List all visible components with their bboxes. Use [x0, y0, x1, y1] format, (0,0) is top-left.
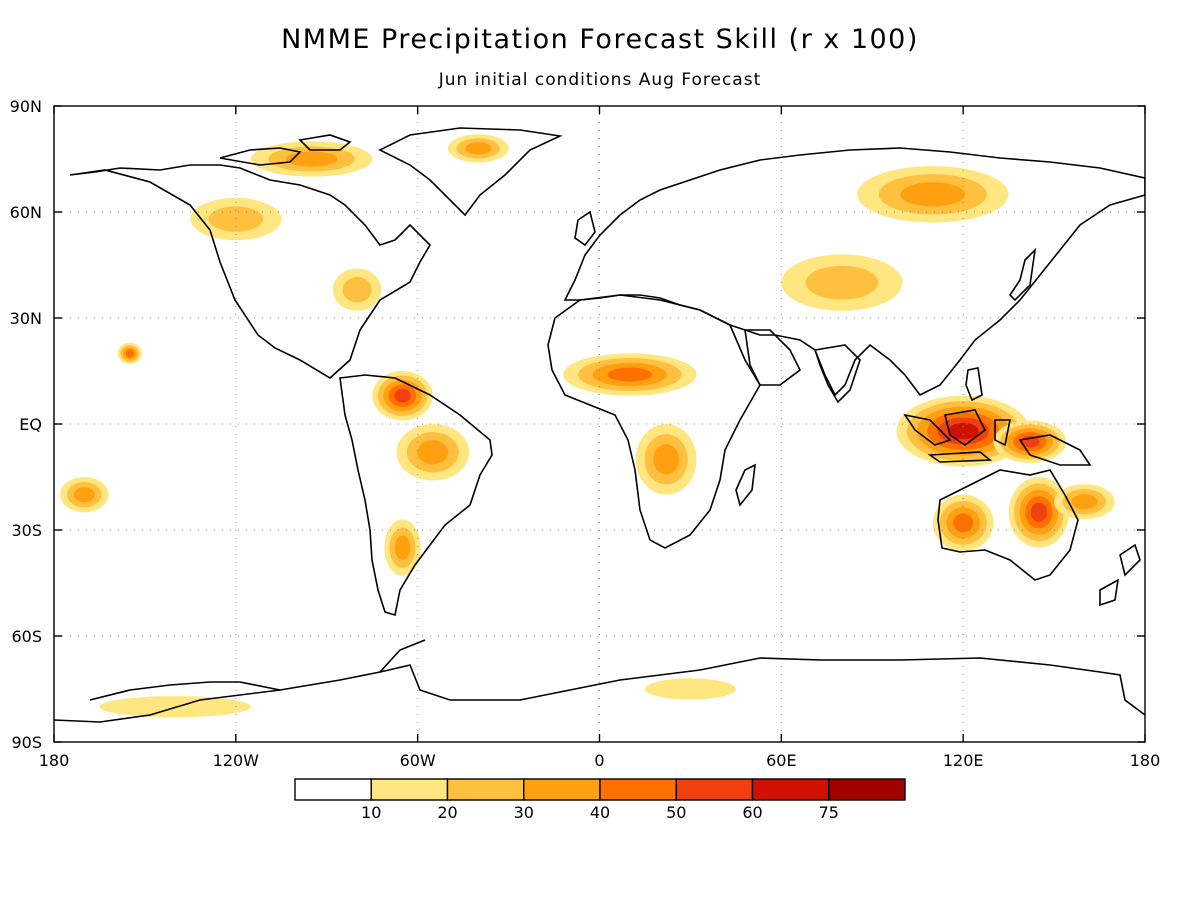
- skill-region-contour: [394, 388, 411, 403]
- skill-region: [781, 254, 903, 311]
- colorbar-label: 75: [819, 803, 839, 822]
- colorbar-swatch: [294, 778, 372, 801]
- colorbar-label: 40: [590, 803, 610, 822]
- latitude-tick-label: 30N: [10, 309, 42, 328]
- skill-region: [993, 420, 1067, 463]
- longitude-axis: 180 120W 60W 0 60E 120E 180: [39, 106, 1161, 770]
- longitude-tick-label: 0: [594, 751, 604, 770]
- skill-region: [857, 166, 1009, 223]
- skill-region-contour: [73, 487, 95, 503]
- latitude-axis: 90N 60N 30N EQ 30S 60S 90S: [10, 97, 1145, 752]
- skill-region: [332, 268, 382, 311]
- skill-region: [644, 678, 736, 700]
- latitude-tick-label: 90N: [10, 97, 42, 116]
- colorbar-swatch: [523, 778, 601, 801]
- skill-region-contour: [947, 422, 979, 440]
- skill-region: [635, 424, 697, 495]
- skill-region-contour: [285, 151, 338, 167]
- colorbar-label: 50: [666, 803, 686, 822]
- skill-region-contour: [900, 182, 966, 207]
- latitude-tick-label: 30S: [11, 521, 42, 540]
- latitude-tick-label: 60S: [11, 627, 42, 646]
- colorbar-swatch: [446, 778, 525, 801]
- colorbar-label: 60: [742, 803, 762, 822]
- skill-region: [372, 371, 433, 421]
- longitude-tick-label: 60W: [400, 751, 436, 770]
- skill-region-contour: [1071, 494, 1098, 510]
- colorbar-swatch: [370, 778, 449, 801]
- skill-region-contour: [644, 678, 736, 700]
- skill-region: [447, 134, 509, 163]
- colorbar-swatch: [751, 778, 830, 801]
- longitude-tick-label: 120W: [213, 751, 260, 770]
- skill-region-contour: [607, 367, 653, 382]
- colorbar-legend: 10 20 30 40 50 60 75: [294, 778, 906, 822]
- longitude-tick-label: 180: [39, 751, 70, 770]
- colorbar-label: 20: [437, 803, 457, 822]
- longitude-tick-label: 120E: [943, 751, 984, 770]
- skill-region: [190, 197, 282, 241]
- skill-region-contour: [417, 440, 449, 465]
- skill-region-contour: [394, 535, 411, 560]
- colorbar-swatch: [599, 778, 677, 801]
- longitude-tick-label: 180: [1130, 751, 1161, 770]
- longitude-tick-label: 60E: [766, 751, 796, 770]
- colorbar-swatch: [828, 778, 906, 801]
- skill-region-contour: [465, 142, 492, 155]
- skill-region-contour: [805, 265, 879, 300]
- skill-region: [117, 342, 142, 364]
- map-subtitle: Jun initial conditions Aug Forecast: [438, 70, 762, 90]
- skill-region-contour: [125, 349, 134, 358]
- latitude-tick-label: 90S: [11, 733, 42, 752]
- skill-region: [563, 353, 697, 396]
- skill-region: [396, 424, 470, 481]
- skill-region-contour: [208, 206, 264, 232]
- colorbar-label: 30: [514, 803, 534, 822]
- skill-region: [250, 141, 373, 177]
- colorbar-swatch: [675, 778, 754, 801]
- skill-region: [384, 519, 421, 576]
- latitude-tick-label: EQ: [19, 415, 42, 434]
- skill-region-contour: [342, 277, 372, 303]
- skill-region-contour: [653, 444, 680, 475]
- colorbar-label: 10: [361, 803, 381, 822]
- skill-region-contour: [1030, 502, 1048, 522]
- skill-regions: [60, 134, 1115, 718]
- skill-region: [60, 477, 109, 513]
- skill-region: [1054, 484, 1115, 520]
- coastlines: [54, 127, 1145, 723]
- latitude-tick-label: 60N: [10, 203, 42, 222]
- map-title: NMME Precipitation Forecast Skill (r x 1…: [281, 24, 919, 55]
